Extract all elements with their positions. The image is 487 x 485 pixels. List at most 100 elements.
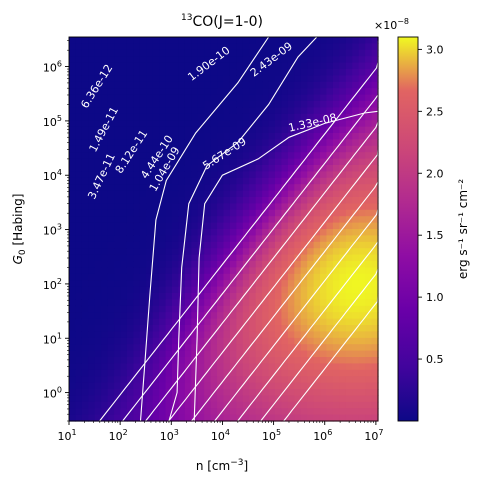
heatmap-cell [287,305,295,313]
heatmap-cell [204,235,212,243]
heatmap-cell [159,331,167,339]
heatmap-cell [307,152,315,160]
heatmap-cell [339,261,347,268]
heatmap-cell [313,177,321,185]
heatmap-cell [184,101,192,108]
heatmap-cell [101,203,109,211]
heatmap-cell [249,81,257,89]
heatmap-cell [165,216,173,224]
heatmap-cell [178,190,186,198]
heatmap-cell [326,382,334,390]
heatmap-cell [358,235,366,243]
heatmap-cell [326,184,334,192]
heatmap-cell [88,408,96,416]
heatmap-cell [139,203,147,211]
heatmap-cell [339,120,347,128]
heatmap-cell [371,305,379,313]
heatmap-cell [313,216,321,224]
heatmap-cell [88,37,96,44]
heatmap-cell [217,56,225,64]
heatmap-cell [94,43,102,51]
heatmap-cell [332,280,340,288]
heatmap-cell [365,331,373,339]
heatmap-cell [358,126,366,134]
heatmap-cell [210,81,218,89]
heatmap-cell [184,37,192,44]
heatmap-cell [107,197,115,204]
heatmap-cell [249,152,257,160]
heatmap-cell [172,171,180,179]
heatmap-cell [210,152,218,160]
heatmap-cell [75,56,83,64]
heatmap-cell [358,69,366,76]
heatmap-cell [275,107,283,115]
heatmap-cell [229,357,237,364]
heatmap-cell [294,389,302,396]
heatmap-cell [146,171,154,179]
heatmap-cell [126,350,134,358]
heatmap-cell [262,357,270,364]
heatmap-cell [126,357,134,364]
heatmap-cell [223,126,231,134]
heatmap-cell [114,293,122,300]
heatmap-cell [139,177,147,185]
heatmap-cell [152,69,160,76]
heatmap-cell [255,152,263,160]
heatmap-cell [152,75,160,83]
heatmap-cell [358,107,366,115]
heatmap-cell [326,369,334,377]
heatmap-cell [287,216,295,224]
heatmap-cell [197,267,205,275]
heatmap-cell [345,369,353,377]
heatmap-cell [365,254,373,262]
heatmap-cell [184,171,192,179]
heatmap-cell [281,241,289,249]
heatmap-cell [139,222,147,230]
heatmap-cell [94,120,102,128]
heatmap-cell [249,241,257,249]
heatmap-cell [300,267,308,275]
heatmap-cell [114,113,122,121]
heatmap-cell [146,133,154,140]
heatmap-cell [223,299,231,307]
heatmap-cell [229,49,237,57]
heatmap-cell [313,56,321,64]
heatmap-cell [275,37,283,44]
heatmap-cell [107,37,115,44]
heatmap-cell [101,369,109,377]
heatmap-cell [120,190,128,198]
heatmap-cell [313,126,321,134]
heatmap-cell [300,241,308,249]
heatmap-cell [255,235,263,243]
heatmap-cell [101,197,109,204]
heatmap-cell [146,88,154,96]
heatmap-cell [69,363,77,371]
heatmap-cell [197,107,205,115]
heatmap-cell [236,229,244,236]
heatmap-cell [300,49,308,57]
heatmap-cell [210,408,218,416]
heatmap-cell [365,395,373,403]
heatmap-cell [133,69,141,76]
heatmap-cell [339,395,347,403]
heatmap-cell [262,350,270,358]
heatmap-cell [281,152,289,160]
heatmap-cell [146,318,154,326]
heatmap-cell [313,209,321,217]
heatmap-cell [88,331,96,339]
heatmap-cell [339,43,347,51]
heatmap-cell [126,382,134,390]
heatmap-cell [75,107,83,115]
heatmap-cell [287,235,295,243]
heatmap-cell [184,133,192,140]
heatmap-cell [94,318,102,326]
heatmap-cell [281,37,289,44]
heatmap-cell [107,56,115,64]
heatmap-cell [229,267,237,275]
heatmap-cell [69,49,77,57]
heatmap-cell [178,350,186,358]
heatmap-cell [223,286,231,294]
heatmap-cell [159,312,167,320]
heatmap-cell [101,94,109,102]
heatmap-cell [217,273,225,281]
